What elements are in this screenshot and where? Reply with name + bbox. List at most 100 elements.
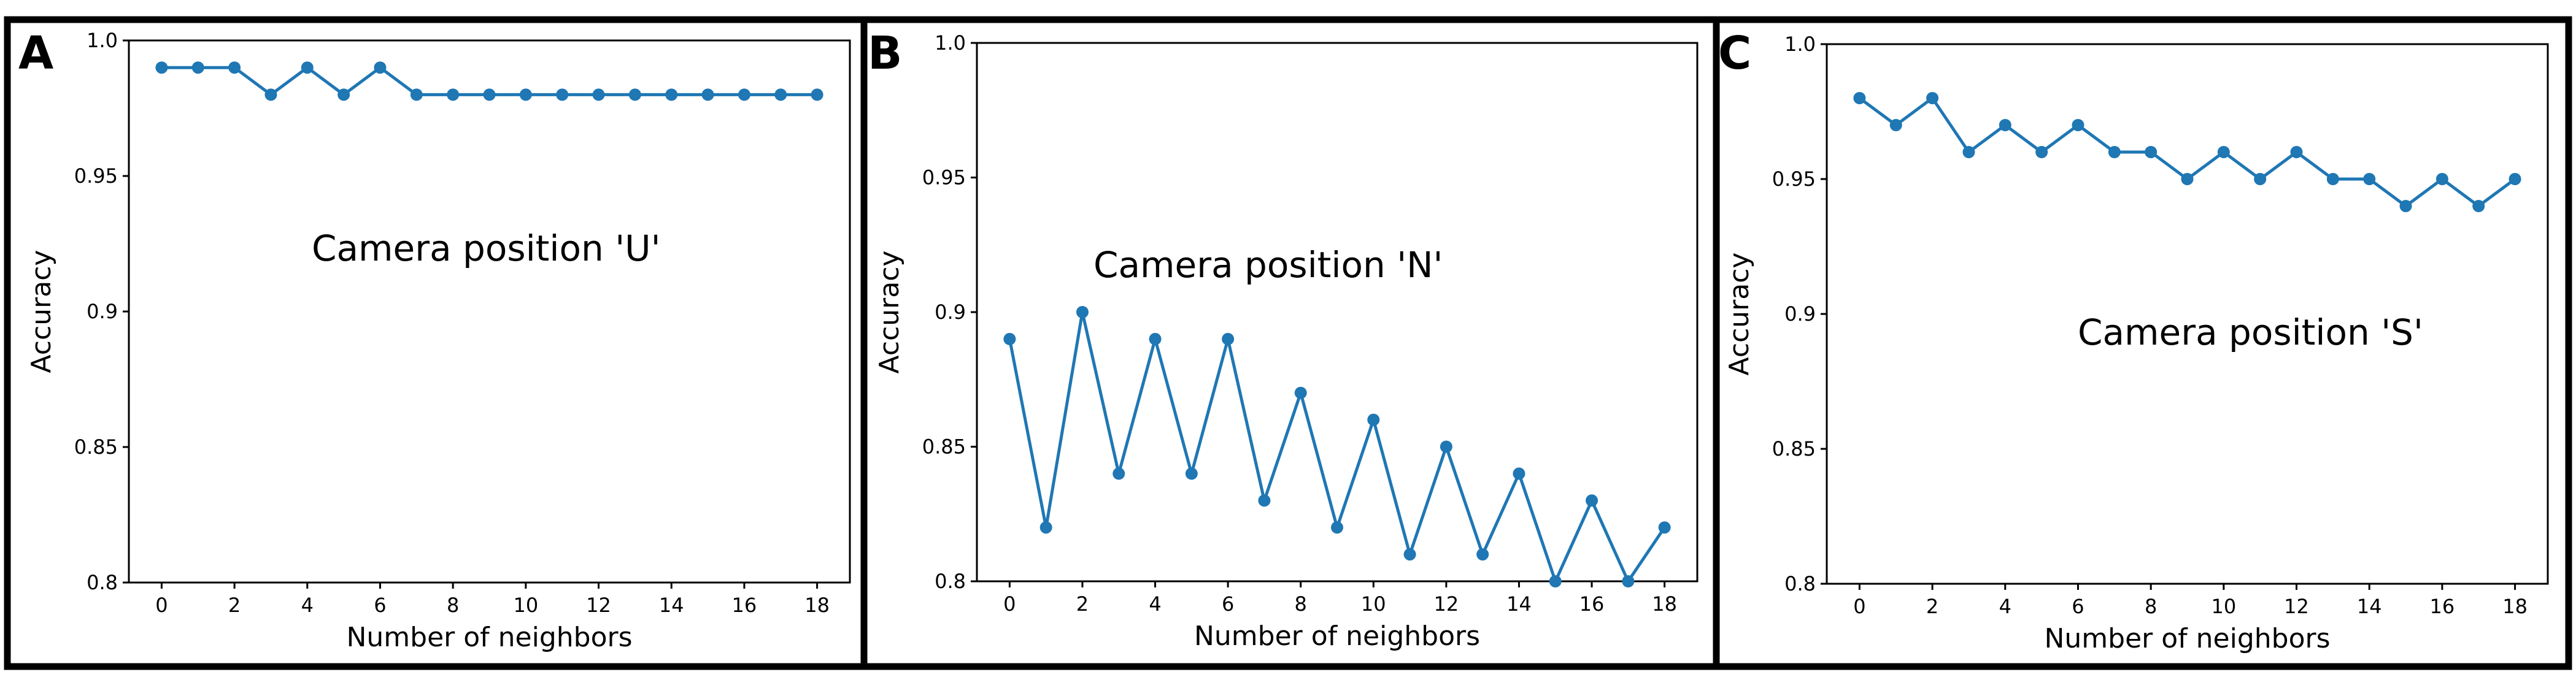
- y-tick-label: 0.9: [935, 300, 966, 324]
- data-point: [738, 88, 750, 101]
- x-tick-label: 6: [374, 594, 386, 617]
- x-tick-label: 2: [1926, 595, 1938, 618]
- x-tick-label: 4: [1149, 592, 1161, 616]
- data-point: [447, 88, 460, 101]
- data-point: [264, 88, 277, 101]
- data-point: [1367, 413, 1380, 426]
- x-tick-label: 16: [2430, 595, 2455, 618]
- data-point: [1222, 332, 1235, 345]
- x-tick-label: 8: [1295, 592, 1307, 616]
- data-point: [1076, 306, 1089, 318]
- data-point: [665, 88, 678, 101]
- x-axis-label: Number of neighbors: [1194, 621, 1480, 652]
- data-point: [1658, 521, 1671, 534]
- data-point: [1926, 92, 1939, 104]
- data-point: [592, 88, 605, 101]
- data-point: [1331, 521, 1343, 534]
- panel-2: B 0.8 0.85 0.9 0.95 1.0 0 2 4 6 8 10 12 14 16 18 Number …: [860, 16, 1720, 670]
- data-point: [1513, 467, 1525, 480]
- x-tick-label: 4: [301, 594, 314, 617]
- y-tick-label: 0.9: [87, 300, 118, 323]
- data-point: [1294, 386, 1307, 399]
- data-point: [191, 61, 204, 74]
- data-point: [1039, 521, 1052, 534]
- data-point: [1185, 467, 1198, 480]
- panel-frame: [1713, 16, 2572, 670]
- x-tick-label: 10: [1361, 592, 1386, 616]
- data-point: [519, 88, 532, 101]
- data-point: [2072, 119, 2084, 131]
- camera-position-annotation: Camera position 'U': [312, 227, 661, 269]
- y-tick-label: 1.0: [1784, 32, 1816, 56]
- data-point: [1003, 332, 1016, 345]
- x-tick-label: 6: [2072, 595, 2084, 618]
- data-point: [2326, 173, 2339, 185]
- x-tick-label: 4: [1999, 595, 2011, 618]
- data-point: [2472, 200, 2485, 212]
- data-point: [2509, 173, 2521, 185]
- data-point: [1440, 440, 1452, 453]
- data-point: [301, 61, 314, 74]
- x-tick-label: 14: [2357, 595, 2382, 618]
- x-tick-label: 2: [228, 594, 241, 617]
- y-tick-label: 0.95: [74, 164, 118, 188]
- data-point: [2435, 173, 2448, 185]
- data-point: [483, 88, 496, 101]
- data-point: [2363, 173, 2376, 185]
- x-tick-label: 10: [513, 594, 538, 617]
- x-tick-label: 12: [1434, 592, 1459, 616]
- data-point: [2217, 146, 2230, 158]
- x-tick-label: 8: [2145, 595, 2157, 618]
- data-point: [1586, 494, 1598, 507]
- x-tick-label: 2: [1076, 592, 1089, 616]
- x-axis-label: Number of neighbors: [347, 622, 633, 653]
- x-tick-label: 18: [2502, 595, 2528, 618]
- y-tick-label: 0.95: [922, 166, 966, 189]
- data-point: [556, 88, 569, 101]
- data-point: [1113, 467, 1125, 480]
- data-point: [1622, 575, 1635, 587]
- y-tick-label: 0.85: [1772, 437, 1816, 461]
- data-point: [1403, 548, 1416, 561]
- data-point: [774, 88, 787, 101]
- data-point: [701, 88, 714, 101]
- panel-letter: A: [18, 27, 53, 80]
- data-point: [628, 88, 641, 101]
- x-tick-label: 14: [1506, 592, 1532, 616]
- x-tick-label: 12: [2284, 595, 2309, 618]
- panel-letter: B: [868, 27, 902, 80]
- y-tick-label: 0.85: [922, 435, 966, 459]
- x-tick-label: 6: [1222, 592, 1234, 616]
- data-point: [1999, 119, 2011, 131]
- data-point: [1889, 119, 1902, 131]
- x-tick-label: 0: [155, 594, 168, 617]
- data-point: [811, 88, 823, 101]
- data-point: [1962, 146, 1975, 158]
- y-tick-label: 1.0: [935, 31, 966, 55]
- data-point: [337, 88, 350, 101]
- data-point: [2399, 200, 2412, 212]
- y-tick-label: 0.8: [87, 571, 118, 594]
- data-point: [155, 61, 168, 74]
- y-tick-label: 0.95: [1772, 167, 1816, 191]
- plot-area: [128, 39, 851, 584]
- x-tick-label: 8: [447, 594, 459, 617]
- data-point: [2108, 146, 2121, 158]
- camera-position-annotation: Camera position 'S': [2078, 312, 2423, 353]
- data-point: [2145, 146, 2158, 158]
- camera-position-annotation: Camera position 'N': [1093, 244, 1443, 286]
- y-axis-label: Accuracy: [1724, 253, 1755, 376]
- data-point: [2181, 173, 2194, 185]
- y-axis-label: Accuracy: [874, 251, 905, 374]
- panel-frame: [860, 16, 1720, 670]
- panel-frame: [4, 16, 868, 670]
- x-tick-label: 12: [586, 594, 611, 617]
- x-tick-label: 10: [2211, 595, 2236, 618]
- panel-1: A 0.8 0.85 0.9 0.95 1.0 0 2 4 6 8 10 12 14 16 18 Number …: [4, 16, 868, 670]
- y-axis-label: Accuracy: [26, 250, 57, 373]
- data-point: [228, 61, 241, 74]
- panel-3: C 0.8 0.85 0.9 0.95 1.0 0 2 4 6 8 10 12 14 16 18 Number …: [1713, 16, 2572, 670]
- data-point: [1853, 92, 1866, 104]
- x-tick-label: 0: [1853, 595, 1865, 618]
